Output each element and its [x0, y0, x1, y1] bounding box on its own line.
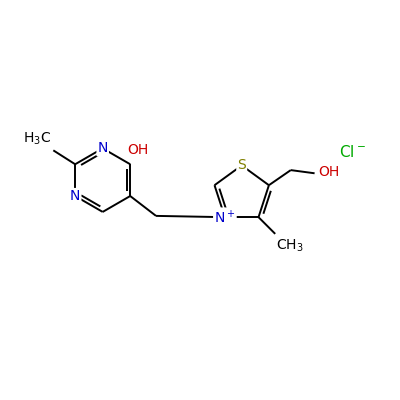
Text: OH: OH	[128, 143, 149, 157]
Text: CH$_3$: CH$_3$	[276, 238, 304, 254]
Text: H$_3$C: H$_3$C	[23, 131, 51, 147]
Text: S: S	[237, 158, 246, 172]
Text: N: N	[98, 141, 108, 155]
Text: Cl$^-$: Cl$^-$	[340, 144, 366, 160]
Text: N: N	[70, 189, 80, 203]
Text: OH: OH	[318, 166, 339, 180]
Text: N$^+$: N$^+$	[214, 208, 236, 226]
